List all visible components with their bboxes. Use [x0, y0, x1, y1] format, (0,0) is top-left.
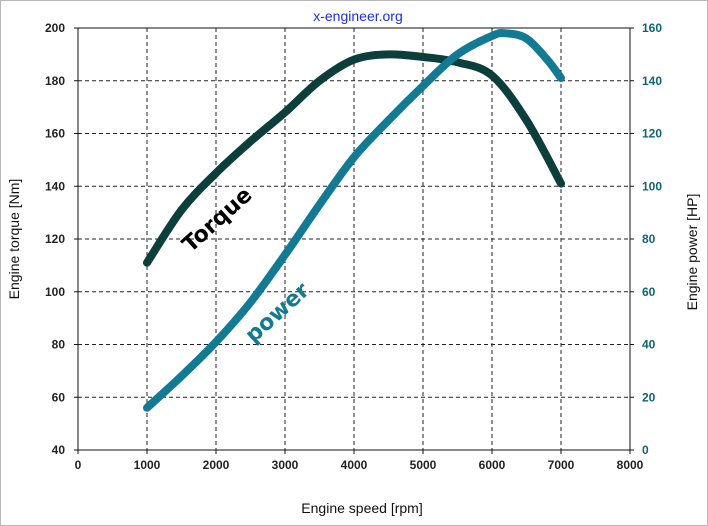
x-tick-label: 2000	[203, 458, 230, 472]
right-tick-label: 0	[642, 443, 649, 457]
watermark-text: x-engineer.org	[313, 8, 403, 24]
x-tick-label: 5000	[410, 458, 437, 472]
left-tick-label: 100	[45, 285, 65, 299]
left-tick-label: 40	[52, 443, 66, 457]
right-axis-title: Engine power [HP]	[684, 194, 700, 311]
left-tick-label: 80	[52, 338, 66, 352]
x-tick-label: 8000	[617, 458, 644, 472]
left-tick-label: 120	[45, 232, 65, 246]
x-axis-title: Engine speed [rpm]	[301, 500, 422, 516]
left-tick-label: 140	[45, 179, 65, 193]
right-tick-label: 40	[642, 338, 656, 352]
x-tick-label: 4000	[341, 458, 368, 472]
x-tick-label: 7000	[548, 458, 575, 472]
gridlines	[78, 28, 630, 450]
left-tick-label: 200	[45, 21, 65, 35]
series-lines	[143, 28, 565, 412]
left-tick-label: 180	[45, 74, 65, 88]
power-series-line	[143, 28, 565, 412]
x-tick-label: 3000	[272, 458, 299, 472]
torque-series-line	[143, 50, 565, 267]
right-tick-label: 60	[642, 285, 656, 299]
x-tick-label: 1000	[134, 458, 161, 472]
right-tick-label: 160	[642, 21, 662, 35]
left-axis-tick-labels: 40 60 80 100 120 140 160 180 200	[45, 21, 78, 457]
right-tick-label: 20	[642, 390, 656, 404]
x-tick-label: 0	[75, 458, 82, 472]
right-tick-label: 80	[642, 232, 656, 246]
right-axis-tick-labels: 0 20 40 60 80 100 120 140 160	[630, 21, 662, 457]
left-axis-title: Engine torque [Nm]	[6, 179, 22, 300]
x-tick-label: 6000	[479, 458, 506, 472]
right-tick-label: 120	[642, 127, 662, 141]
left-tick-label: 160	[45, 127, 65, 141]
left-tick-label: 60	[52, 390, 66, 404]
x-axis-tick-labels: 0 1000 2000 3000 4000 5000 6000 7000 8000	[75, 450, 644, 472]
right-tick-label: 140	[642, 74, 662, 88]
right-tick-label: 100	[642, 179, 662, 193]
